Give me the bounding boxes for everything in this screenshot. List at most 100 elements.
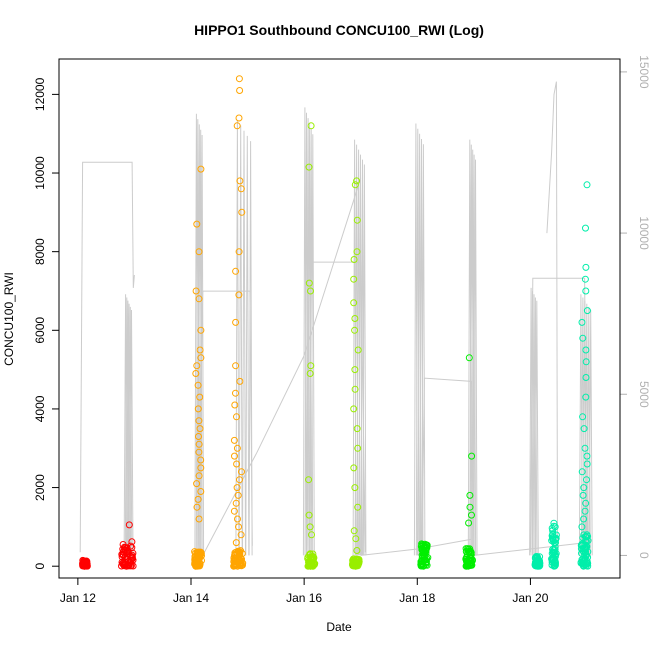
data-point	[579, 413, 587, 421]
data-point	[235, 75, 243, 83]
data-point	[231, 558, 239, 565]
data-point	[533, 561, 541, 569]
x-tick-label: Jan 16	[286, 591, 322, 605]
data-point	[308, 531, 315, 539]
y-tick-label: 6000	[33, 317, 47, 344]
data-point	[578, 318, 586, 326]
data-point	[305, 511, 313, 519]
data-point	[551, 553, 559, 561]
data-point	[467, 551, 475, 558]
data-point	[119, 541, 127, 548]
data-point	[196, 346, 204, 354]
data-point	[231, 401, 239, 409]
data-point	[234, 515, 241, 523]
axes-layer: 0 2000 4000 6000 8000 10000 12000 0 5000 10000 150…	[33, 55, 650, 605]
data-point	[550, 519, 558, 527]
altitude-profile-3-5	[310, 134, 315, 556]
y2-tick-label: 5000	[637, 381, 650, 408]
data-point	[583, 476, 590, 484]
altitude-trace-2	[202, 178, 362, 556]
data-point	[353, 177, 361, 185]
data-point	[350, 299, 358, 307]
data-point	[236, 377, 244, 385]
data-point	[552, 550, 560, 558]
data-point	[197, 326, 205, 334]
data-point	[195, 472, 203, 480]
data-point	[233, 444, 241, 452]
x-axis-label: Date	[326, 620, 352, 634]
altitude-profile-7-4	[534, 300, 539, 556]
data-point	[582, 499, 590, 507]
data-point	[196, 393, 204, 401]
data-point	[351, 385, 359, 393]
data-point	[197, 165, 205, 173]
x-tick-label: Jan 14	[173, 591, 209, 605]
data-point	[551, 558, 559, 566]
data-point	[195, 448, 203, 456]
data-point	[195, 295, 203, 303]
data-point	[233, 460, 241, 468]
data-point	[193, 480, 201, 488]
altitude-profile-1-3	[198, 129, 203, 556]
data-point	[232, 499, 240, 507]
data-point	[234, 491, 242, 499]
data-point	[232, 267, 240, 275]
altitude-profile-2-2	[242, 130, 246, 556]
data-point	[235, 114, 243, 122]
data-point	[581, 275, 589, 283]
data-point	[577, 545, 585, 553]
y-tick-label: 12000	[33, 77, 47, 111]
data-point	[578, 468, 586, 476]
data-point	[193, 503, 201, 511]
data-point	[192, 370, 200, 377]
data-point	[195, 433, 202, 440]
data-point	[306, 370, 314, 377]
data-point	[465, 519, 473, 527]
data-point	[307, 122, 315, 130]
data-point	[123, 546, 131, 554]
y-tick-label: 4000	[33, 395, 47, 422]
y2-tick-label: 0	[637, 552, 650, 559]
data-point	[235, 248, 243, 256]
data-point	[233, 413, 240, 421]
data-point	[124, 556, 131, 564]
plot-frame	[58, 58, 621, 579]
data-point	[351, 181, 359, 189]
data-point	[422, 546, 430, 554]
data-point	[582, 263, 590, 271]
data-point	[582, 224, 589, 232]
altitude-profile-4-5	[362, 164, 367, 556]
data-point	[305, 279, 313, 287]
data-point	[195, 515, 203, 523]
y-tick-label: 2000	[33, 474, 47, 501]
data-point	[351, 484, 359, 492]
data-point	[81, 562, 89, 570]
x-tick-label: Jan 20	[512, 591, 548, 605]
altitude-profile-6-1	[469, 144, 474, 556]
data-point	[350, 527, 358, 535]
altitude-profile-6-3	[472, 154, 477, 556]
altitude-trace-8	[546, 81, 558, 553]
data-point	[551, 562, 559, 570]
data-point	[353, 425, 361, 433]
data-point	[194, 495, 202, 503]
data-point	[580, 562, 587, 570]
data-point	[193, 220, 201, 228]
data-point	[353, 547, 361, 554]
data-point	[350, 405, 358, 413]
altitude-profile-7-3	[533, 297, 538, 556]
data-point	[466, 561, 474, 569]
data-point	[307, 287, 314, 295]
data-point	[581, 507, 589, 515]
data-point	[238, 208, 246, 216]
data-point	[350, 256, 358, 263]
data-point	[191, 561, 199, 569]
y-tick-label: 0	[33, 563, 47, 570]
data-point	[231, 452, 238, 460]
data-point	[236, 177, 244, 185]
altitude-trace-1	[197, 290, 253, 546]
data-point	[195, 248, 203, 256]
data-point	[582, 546, 589, 554]
data-point	[582, 346, 590, 354]
data-point	[549, 531, 557, 539]
